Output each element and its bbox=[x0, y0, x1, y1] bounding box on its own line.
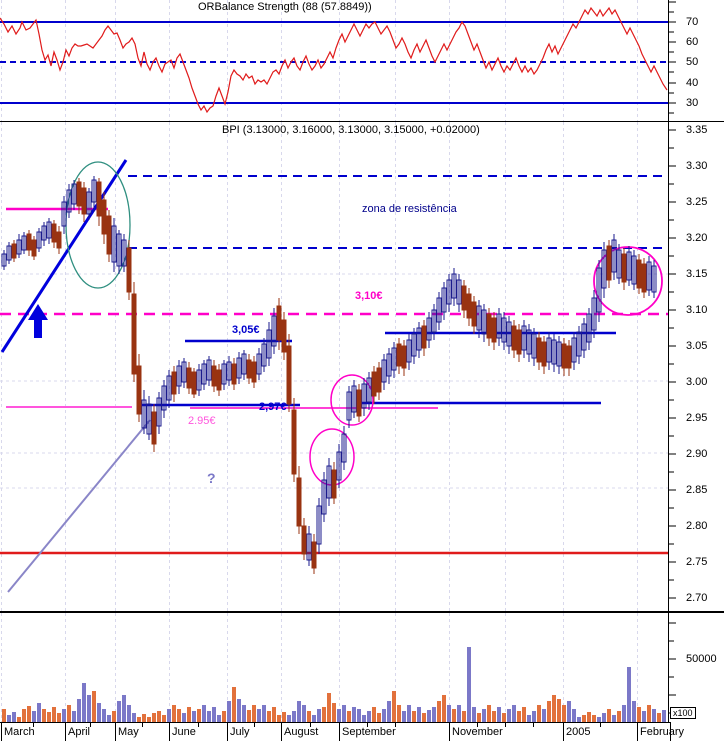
x-minor-tick bbox=[600, 722, 601, 727]
price-title: BPI (3.13000, 3.16000, 3.13000, 3.15000,… bbox=[222, 124, 480, 136]
trendline-lilac bbox=[7, 419, 151, 593]
x-minor-tick bbox=[90, 722, 91, 727]
indicator-ytick-30: 30 bbox=[686, 97, 699, 109]
price-ytick-330: 3.30 bbox=[686, 160, 708, 172]
x-boundary bbox=[563, 722, 564, 741]
x-label-april: April bbox=[68, 726, 91, 738]
price-ytick-285: 2.85 bbox=[686, 484, 708, 496]
price-plot bbox=[0, 122, 668, 611]
x-boundary bbox=[339, 722, 340, 741]
price-ytick-315: 3.15 bbox=[686, 268, 708, 280]
price-yaxis: 3.35 3.30 3.25 3.20 3.15 3.10 3.05 3.00 … bbox=[668, 122, 724, 612]
x-boundary bbox=[1, 722, 2, 741]
indicator-ytick-50: 50 bbox=[686, 56, 699, 68]
annotation-price-310: 3,10€ bbox=[355, 290, 383, 302]
x-axis: March April May June July August Septemb… bbox=[0, 722, 724, 741]
ellipse-feb-magenta bbox=[593, 246, 663, 316]
price-ytick-270: 2.70 bbox=[686, 592, 708, 604]
indicator-ytick-60: 60 bbox=[686, 36, 699, 48]
x-label-may: May bbox=[118, 726, 139, 738]
trendline-blue bbox=[0, 159, 128, 353]
x-minor-tick bbox=[395, 722, 396, 727]
x-label-march: March bbox=[4, 726, 35, 738]
volume-ytick-50000: 50000 bbox=[686, 653, 717, 665]
candlestick-series bbox=[1, 176, 657, 574]
volume-plot bbox=[1, 613, 666, 723]
annotation-price-295: 2.95€ bbox=[188, 415, 216, 427]
volume-multiplier-badge: x100 bbox=[670, 707, 696, 719]
indicator-plot bbox=[0, 0, 668, 121]
x-boundary bbox=[670, 722, 671, 741]
x-minor-tick bbox=[505, 722, 506, 727]
price-panel: BPI (3.13000, 3.16000, 3.13000, 3.15000,… bbox=[0, 122, 668, 612]
x-boundary bbox=[169, 722, 170, 741]
price-ytick-305: 3.05 bbox=[686, 340, 708, 352]
x-label-june: June bbox=[172, 726, 196, 738]
price-ytick-295: 2.95 bbox=[686, 412, 708, 424]
x-boundary bbox=[281, 722, 282, 741]
x-label-2005: 2005 bbox=[566, 726, 591, 738]
x-boundary bbox=[65, 722, 66, 741]
x-minor-tick bbox=[533, 722, 534, 727]
x-boundary bbox=[637, 722, 638, 741]
price-ytick-280: 2.80 bbox=[686, 520, 708, 532]
indicator-yaxis: 70 60 50 40 30 bbox=[668, 0, 724, 122]
indicator-line bbox=[0, 6, 668, 114]
volume-bars bbox=[2, 647, 666, 723]
annotation-price-297: 2,97€ bbox=[259, 401, 287, 413]
x-minor-tick bbox=[477, 722, 478, 727]
x-minor-tick bbox=[367, 722, 368, 727]
ellipse-sept-upper bbox=[330, 374, 374, 426]
price-ytick-335: 3.35 bbox=[686, 124, 708, 136]
annotation-question-mark: ? bbox=[207, 470, 216, 486]
price-ytick-275: 2.75 bbox=[686, 556, 708, 568]
volume-panel bbox=[0, 612, 668, 723]
x-minor-tick bbox=[33, 722, 34, 727]
price-ytick-320: 3.20 bbox=[686, 232, 708, 244]
x-minor-tick bbox=[198, 722, 199, 727]
price-ytick-300: 3.00 bbox=[686, 376, 708, 388]
indicator-ytick-40: 40 bbox=[686, 77, 699, 89]
indicator-ytick-70: 70 bbox=[686, 16, 699, 28]
price-ytick-290: 2.90 bbox=[686, 448, 708, 460]
x-boundary bbox=[449, 722, 450, 741]
annotation-price-305: 3,05€ bbox=[232, 324, 260, 336]
x-boundary bbox=[227, 722, 228, 741]
price-ytick-310: 3.10 bbox=[686, 304, 708, 316]
volume-yaxis: 50000 x100 bbox=[668, 612, 724, 723]
ellipse-april-teal bbox=[65, 161, 131, 289]
x-boundary bbox=[115, 722, 116, 741]
x-label-september: September bbox=[342, 726, 396, 738]
x-minor-tick bbox=[310, 722, 311, 727]
x-minor-tick bbox=[142, 722, 143, 727]
annotation-zona-resistencia: zona de resistência bbox=[362, 203, 457, 215]
x-label-november: November bbox=[452, 726, 503, 738]
indicator-panel: ORBalance Strength (88 (57.8849)) bbox=[0, 0, 668, 122]
x-minor-tick bbox=[254, 722, 255, 727]
x-label-february: February bbox=[640, 726, 685, 738]
x-label-august: August bbox=[284, 726, 319, 738]
indicator-title: ORBalance Strength (88 (57.8849)) bbox=[198, 1, 372, 13]
buy-arrow-up bbox=[28, 304, 48, 338]
x-label-july: July bbox=[230, 726, 250, 738]
price-ytick-325: 3.25 bbox=[686, 196, 708, 208]
